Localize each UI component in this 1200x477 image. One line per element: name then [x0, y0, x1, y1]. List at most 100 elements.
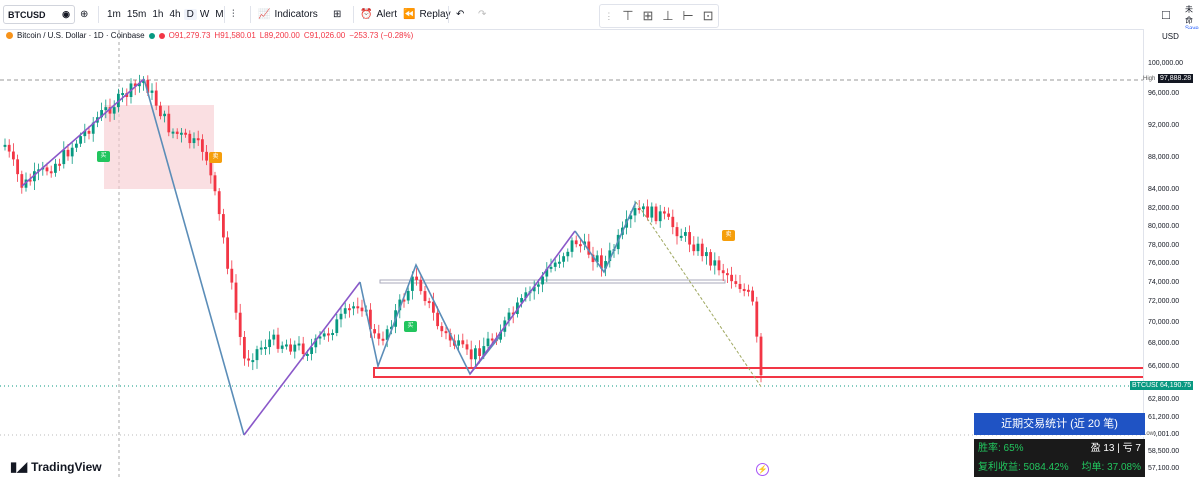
ai-assistant-icon[interactable]: ⚡ [756, 463, 769, 476]
legend-open: O91,279.73 [168, 31, 211, 40]
candle-body [709, 252, 712, 266]
candle-body [24, 179, 28, 188]
undo-button[interactable]: ↶ [456, 5, 464, 24]
candle-body [759, 336, 763, 376]
layout-name[interactable]: 未命 Save [1185, 5, 1199, 32]
interval-15m[interactable]: 15m [126, 9, 147, 20]
candle-body [541, 276, 544, 285]
interval-w[interactable]: W [199, 9, 210, 20]
zigzag-purple-2 [243, 281, 361, 436]
candle-body [688, 232, 691, 245]
buy-marker[interactable]: 买 [404, 321, 417, 332]
candle-body [222, 214, 225, 238]
rectangle-tool-icon[interactable]: ⊡ [702, 8, 714, 23]
candle-body [339, 313, 343, 320]
candle-body [579, 244, 582, 247]
candle-body [595, 255, 599, 263]
axis-tick: 68,000.00 [1148, 340, 1180, 347]
candle-body [12, 151, 15, 160]
candle-body [469, 349, 473, 360]
candle-body [751, 290, 754, 302]
candle-body [461, 340, 465, 345]
replay-icon: ⏪ [403, 9, 416, 20]
replay-button[interactable]: ⏪ Replay [403, 5, 451, 24]
grid-tool-icon[interactable]: ⊞ [642, 8, 654, 23]
candle-body [423, 291, 427, 302]
candles [3, 74, 763, 383]
candle-body [154, 90, 158, 106]
indicators-button[interactable]: 📈 Indicators [258, 5, 318, 24]
candle-body [520, 298, 523, 303]
last-price-tag: 64,190.75 [1158, 381, 1194, 390]
legend-change: −253.73 (−0.28%) [349, 31, 414, 40]
range-tool-icon[interactable]: ⊥ [662, 8, 674, 23]
interval-1m[interactable]: 1m [107, 9, 121, 20]
candle-body [432, 301, 435, 313]
measure-icon[interactable]: ⊢ [682, 8, 694, 23]
candle-body [285, 344, 288, 347]
axis-tick: 76,000.00 [1148, 260, 1180, 267]
candle-body [499, 331, 502, 340]
alert-button[interactable]: ⏰ Alert [360, 5, 397, 24]
candle-body [45, 167, 49, 172]
candle-body [742, 289, 746, 292]
candle-body [268, 339, 271, 348]
axis-tick: 88,000.00 [1148, 154, 1180, 161]
candle-body [184, 132, 187, 135]
layout-square-button[interactable]: □ [1162, 5, 1170, 24]
candle-body [255, 349, 259, 361]
interval-m[interactable]: M [215, 9, 224, 20]
candle-body [444, 331, 448, 334]
interval-group: 1m 15m 1h 4h D W M [104, 5, 227, 24]
interval-4h[interactable]: 4h [169, 9, 181, 20]
interval-d[interactable]: D [183, 9, 197, 20]
candle-body [474, 348, 477, 360]
candle-body [658, 211, 662, 222]
avg-return: 均单: 37.08% [1081, 462, 1141, 473]
sell-marker[interactable]: 卖 [722, 230, 735, 241]
candle-body [276, 334, 280, 349]
candle-body [306, 353, 309, 356]
candle-body [217, 191, 221, 215]
currency-selector[interactable]: USD [1162, 32, 1179, 41]
candle-body [314, 338, 318, 348]
candle-body [646, 206, 649, 218]
layouts-button[interactable]: ⊞ [333, 5, 341, 24]
price-chart[interactable] [0, 29, 1143, 477]
axis-tick: 80,000.00 [1148, 223, 1180, 230]
candle-body [436, 312, 439, 327]
winrate: 胜率: 65% [978, 443, 1024, 454]
candle-body [562, 256, 565, 262]
low-label: Low [1143, 431, 1155, 437]
candle-body [642, 206, 645, 210]
axis-tick: 66,000.00 [1148, 363, 1180, 370]
redo-icon: ↷ [478, 9, 487, 20]
candle-body [192, 138, 196, 144]
chart-type-button[interactable]: ⫶ [232, 5, 235, 24]
legend-high: H91,580.01 [214, 31, 256, 40]
axis-tick: 96,000.00 [1148, 90, 1180, 97]
tradingview-logo[interactable]: ▮◢ TradingView [10, 459, 102, 475]
candle-body [348, 308, 351, 311]
interval-1h[interactable]: 1h [152, 9, 164, 20]
drag-handle-icon[interactable]: ⋮ [604, 10, 614, 21]
candle-body [259, 347, 263, 350]
candle-body [201, 139, 204, 152]
candle-body [730, 274, 733, 282]
candle-body [486, 338, 490, 347]
candle-body [482, 346, 486, 356]
candle-body [369, 309, 372, 330]
long-position-icon[interactable]: ⊤ [622, 8, 634, 23]
candle-body [70, 147, 74, 157]
zigzag-blue-2 [359, 262, 501, 376]
sell-marker[interactable]: 卖 [209, 152, 222, 163]
redo-button[interactable]: ↷ [478, 5, 486, 24]
add-symbol-button[interactable]: ⊕ [80, 5, 88, 24]
buy-marker[interactable]: 买 [97, 151, 110, 162]
candle-body [66, 149, 70, 157]
price-axis[interactable]: 100,000.00 96,000.00 92,000.00 88,000.00 84,… [1143, 29, 1200, 477]
alert-label: Alert [376, 9, 398, 20]
candle-body [679, 235, 683, 238]
symbol-search[interactable]: BTCUSD ◉ [3, 5, 75, 24]
candle-body [738, 283, 742, 290]
